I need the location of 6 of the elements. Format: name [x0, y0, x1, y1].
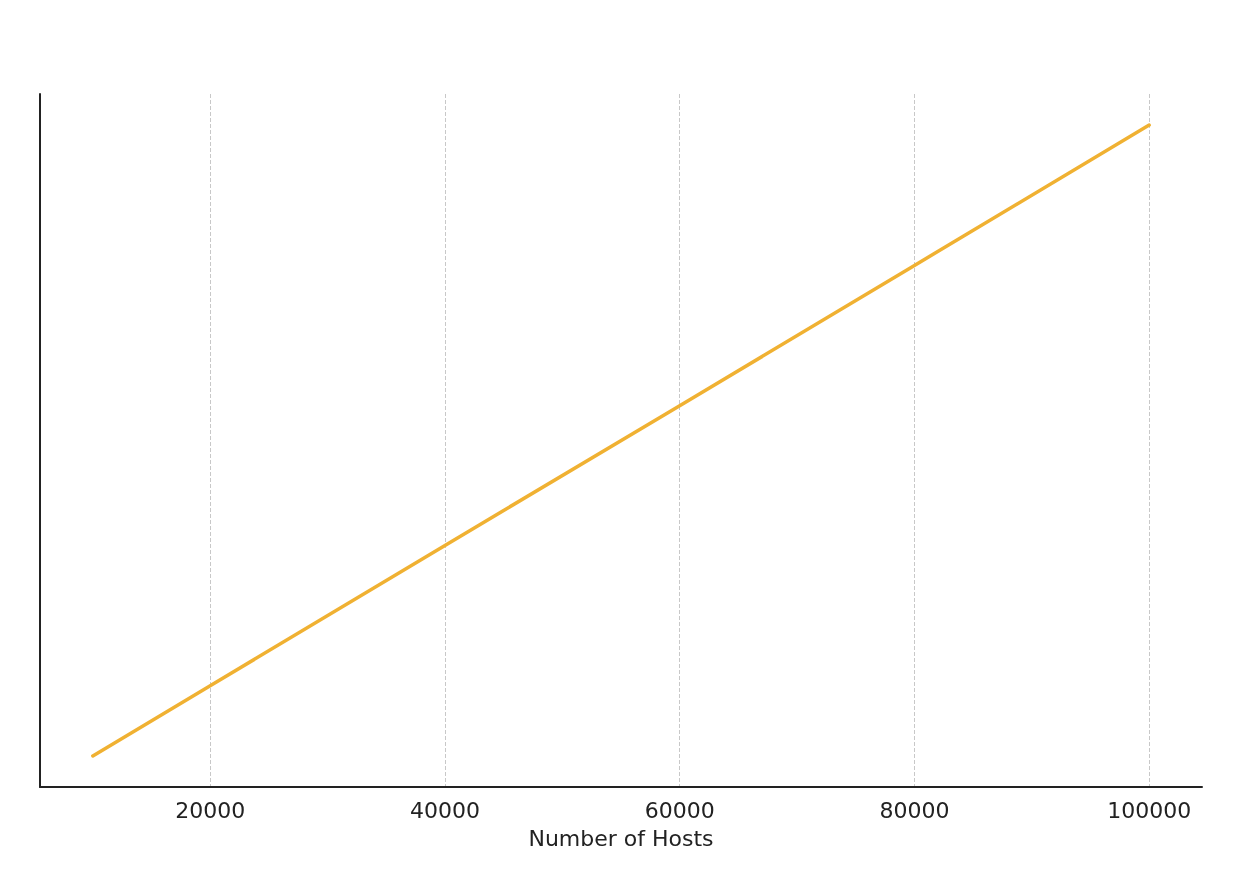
x-tick-label: 80000	[879, 797, 950, 823]
x-axis-title: Number of Hosts	[528, 825, 714, 851]
x-tick-label: 100000	[1107, 797, 1192, 823]
x-tick-label: 20000	[175, 797, 246, 823]
x-tick-label: 40000	[409, 797, 480, 823]
x-tick-label: 60000	[644, 797, 715, 823]
